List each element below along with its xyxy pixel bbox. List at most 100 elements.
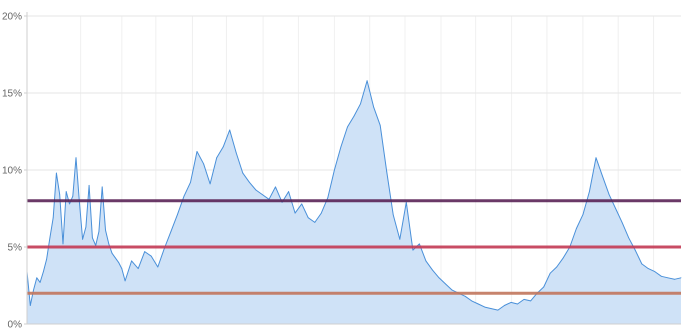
data-point bbox=[111, 252, 113, 254]
data-point bbox=[307, 217, 309, 219]
data-point bbox=[177, 214, 178, 216]
data-point bbox=[229, 129, 231, 131]
data-point bbox=[196, 151, 198, 152]
data-point bbox=[562, 257, 564, 259]
data-point bbox=[471, 300, 473, 302]
data-point bbox=[425, 260, 427, 262]
data-point bbox=[137, 268, 139, 269]
data-point bbox=[42, 271, 44, 273]
data-point bbox=[82, 238, 83, 240]
data-point bbox=[124, 280, 126, 282]
data-point bbox=[432, 269, 433, 271]
data-point bbox=[628, 237, 630, 239]
data-point bbox=[242, 172, 244, 174]
data-point bbox=[105, 229, 106, 231]
data-point bbox=[327, 197, 329, 199]
data-point bbox=[510, 302, 512, 303]
data-point bbox=[98, 231, 100, 233]
data-point bbox=[549, 272, 551, 274]
data-point bbox=[72, 195, 74, 197]
data-point bbox=[235, 152, 237, 154]
data-point bbox=[46, 258, 48, 260]
y-axis: 0% 5% 10% 15% 20% bbox=[2, 12, 681, 331]
data-point bbox=[517, 303, 518, 305]
data-point bbox=[464, 295, 466, 297]
data-point bbox=[333, 169, 335, 171]
data-point bbox=[108, 243, 110, 245]
data-point bbox=[523, 298, 525, 300]
data-point bbox=[615, 208, 616, 209]
data-point bbox=[62, 243, 64, 245]
data-point bbox=[59, 194, 61, 196]
data-point bbox=[52, 217, 54, 219]
data-point bbox=[530, 300, 531, 302]
data-point bbox=[654, 271, 656, 273]
data-point bbox=[301, 203, 303, 205]
data-point bbox=[69, 203, 70, 205]
data-point bbox=[183, 195, 185, 197]
data-point bbox=[314, 221, 316, 223]
data-point bbox=[56, 172, 57, 174]
data-point bbox=[39, 282, 41, 283]
data-point bbox=[602, 175, 603, 177]
data-point bbox=[373, 106, 375, 108]
data-point bbox=[33, 289, 34, 291]
data-point bbox=[320, 212, 322, 214]
data-point bbox=[451, 289, 453, 291]
data-point bbox=[379, 124, 381, 126]
data-point bbox=[543, 286, 545, 288]
data-point bbox=[121, 268, 123, 269]
data-point bbox=[641, 263, 643, 265]
y-tick-label: 0% bbox=[8, 320, 23, 331]
data-point bbox=[222, 146, 224, 148]
data-point bbox=[484, 306, 486, 308]
reference-lines bbox=[27, 199, 681, 295]
y-tick-label: 10% bbox=[2, 166, 22, 177]
data-point bbox=[288, 191, 289, 192]
data-point bbox=[582, 214, 584, 216]
data-point bbox=[660, 275, 662, 277]
data-point bbox=[131, 260, 133, 262]
data-point bbox=[386, 171, 388, 172]
data-point bbox=[589, 191, 590, 192]
data-point bbox=[101, 186, 103, 188]
data-point bbox=[647, 268, 649, 269]
data-point bbox=[150, 255, 152, 257]
data-point bbox=[392, 214, 394, 216]
data-point bbox=[170, 231, 172, 233]
data-point bbox=[88, 185, 90, 186]
data-point bbox=[674, 278, 675, 280]
data-point bbox=[360, 103, 361, 105]
data-point bbox=[248, 181, 250, 183]
data-point bbox=[114, 257, 116, 259]
data-point bbox=[680, 277, 682, 279]
data-point bbox=[419, 243, 420, 245]
data-point bbox=[556, 266, 558, 268]
data-point bbox=[65, 191, 67, 192]
data-point bbox=[347, 126, 348, 128]
y-tick-label: 20% bbox=[2, 12, 22, 23]
data-point bbox=[190, 181, 191, 183]
data-point bbox=[412, 249, 414, 251]
data-point bbox=[294, 212, 296, 214]
data-point bbox=[255, 189, 257, 191]
data-point bbox=[490, 308, 492, 309]
data-point bbox=[353, 115, 355, 117]
data-point bbox=[203, 163, 204, 165]
data-point bbox=[49, 237, 51, 239]
data-point bbox=[275, 186, 276, 188]
data-point bbox=[667, 277, 669, 279]
data-point bbox=[366, 80, 368, 82]
data-point bbox=[399, 238, 401, 240]
data-point bbox=[92, 237, 93, 239]
data-point bbox=[608, 194, 610, 196]
data-point bbox=[262, 194, 263, 196]
data-point bbox=[438, 277, 440, 279]
data-point bbox=[595, 157, 597, 159]
data-point bbox=[36, 277, 38, 279]
y-tick-label: 15% bbox=[2, 89, 22, 100]
data-point bbox=[340, 146, 342, 148]
data-point bbox=[477, 303, 479, 305]
series-layer bbox=[26, 80, 682, 324]
